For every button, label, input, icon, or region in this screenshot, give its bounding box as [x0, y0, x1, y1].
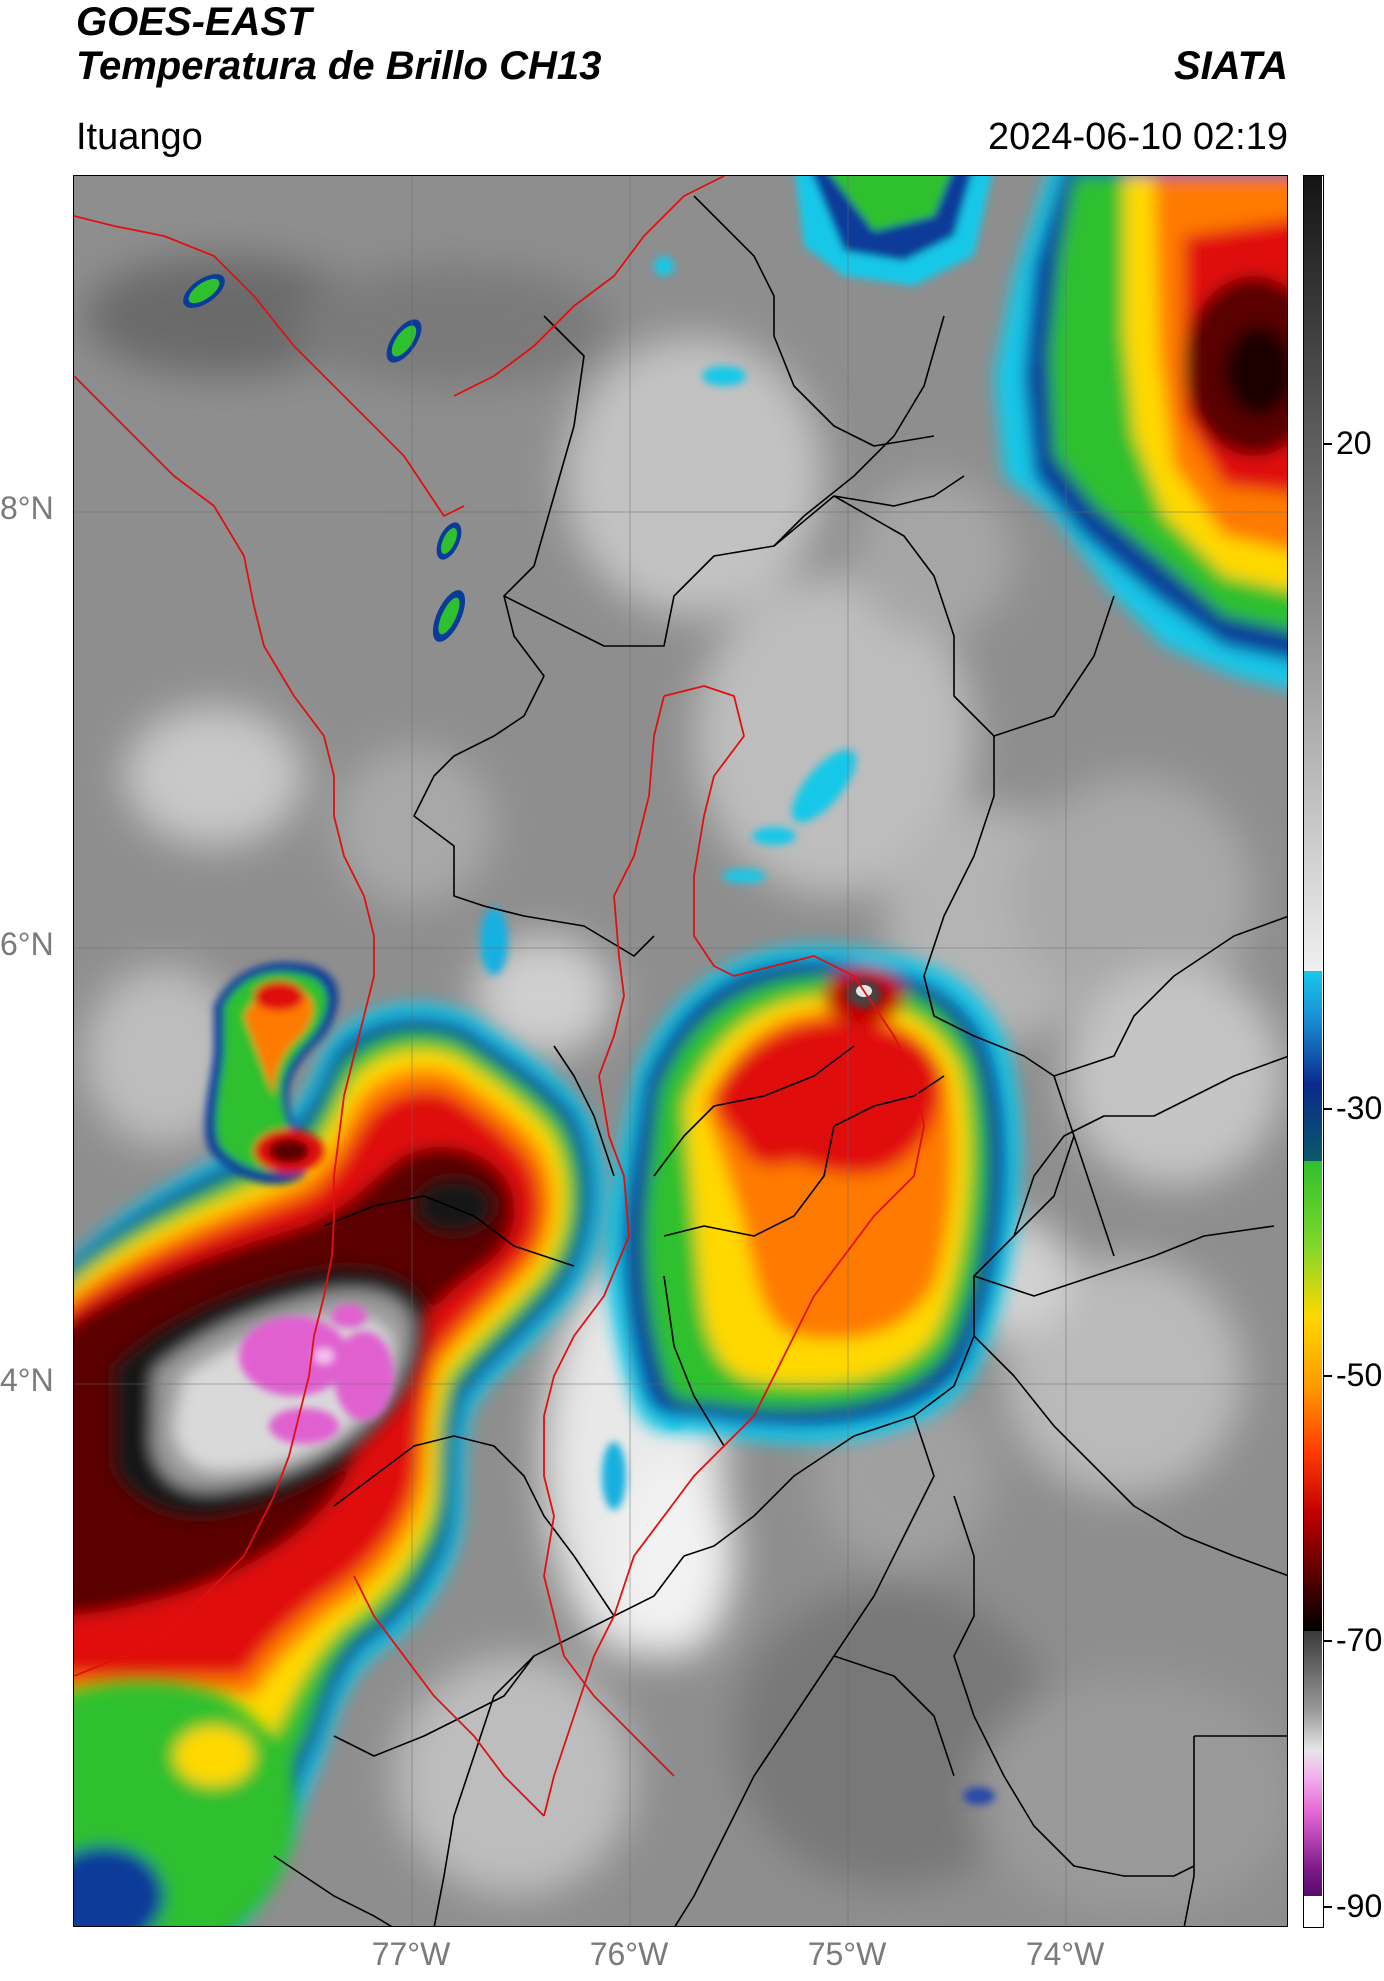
lon-label-77W: 77°W [371, 1936, 451, 1972]
colorbar-tick-m50 [1324, 1375, 1332, 1377]
colorbar-label-m70: -70 [1336, 1622, 1383, 1658]
colorbar-tick-m30 [1324, 1108, 1332, 1110]
institution-label: SIATA [1173, 44, 1288, 88]
satellite-map [73, 175, 1288, 1927]
lon-label-75W: 75°W [807, 1936, 887, 1972]
colorbar-tick-m70 [1324, 1640, 1332, 1642]
colorbar-tick-m90 [1324, 1906, 1332, 1908]
colorbar-tick-20 [1324, 443, 1332, 445]
satellite-title: GOES-EAST [76, 0, 312, 44]
temperature-colorbar [1303, 175, 1324, 1928]
colorbar-label-20: 20 [1336, 425, 1372, 461]
product-title: Temperatura de Brillo CH13 [76, 44, 602, 88]
colorbar-label-m50: -50 [1336, 1357, 1383, 1393]
lat-label-4N: 4°N [0, 1362, 54, 1398]
lat-label-6N: 6°N [0, 926, 54, 962]
location-label: Ituango [76, 116, 203, 158]
datetime-label: 2024-06-10 02:19 [987, 116, 1288, 158]
lon-label-74W: 74°W [1025, 1936, 1105, 1972]
colorbar-label-m30: -30 [1336, 1090, 1383, 1126]
lat-label-8N: 8°N [0, 490, 54, 526]
lon-label-76W: 76°W [589, 1936, 669, 1972]
colorbar-label-m90: -90 [1336, 1888, 1383, 1924]
map-canvas [74, 176, 1287, 1926]
